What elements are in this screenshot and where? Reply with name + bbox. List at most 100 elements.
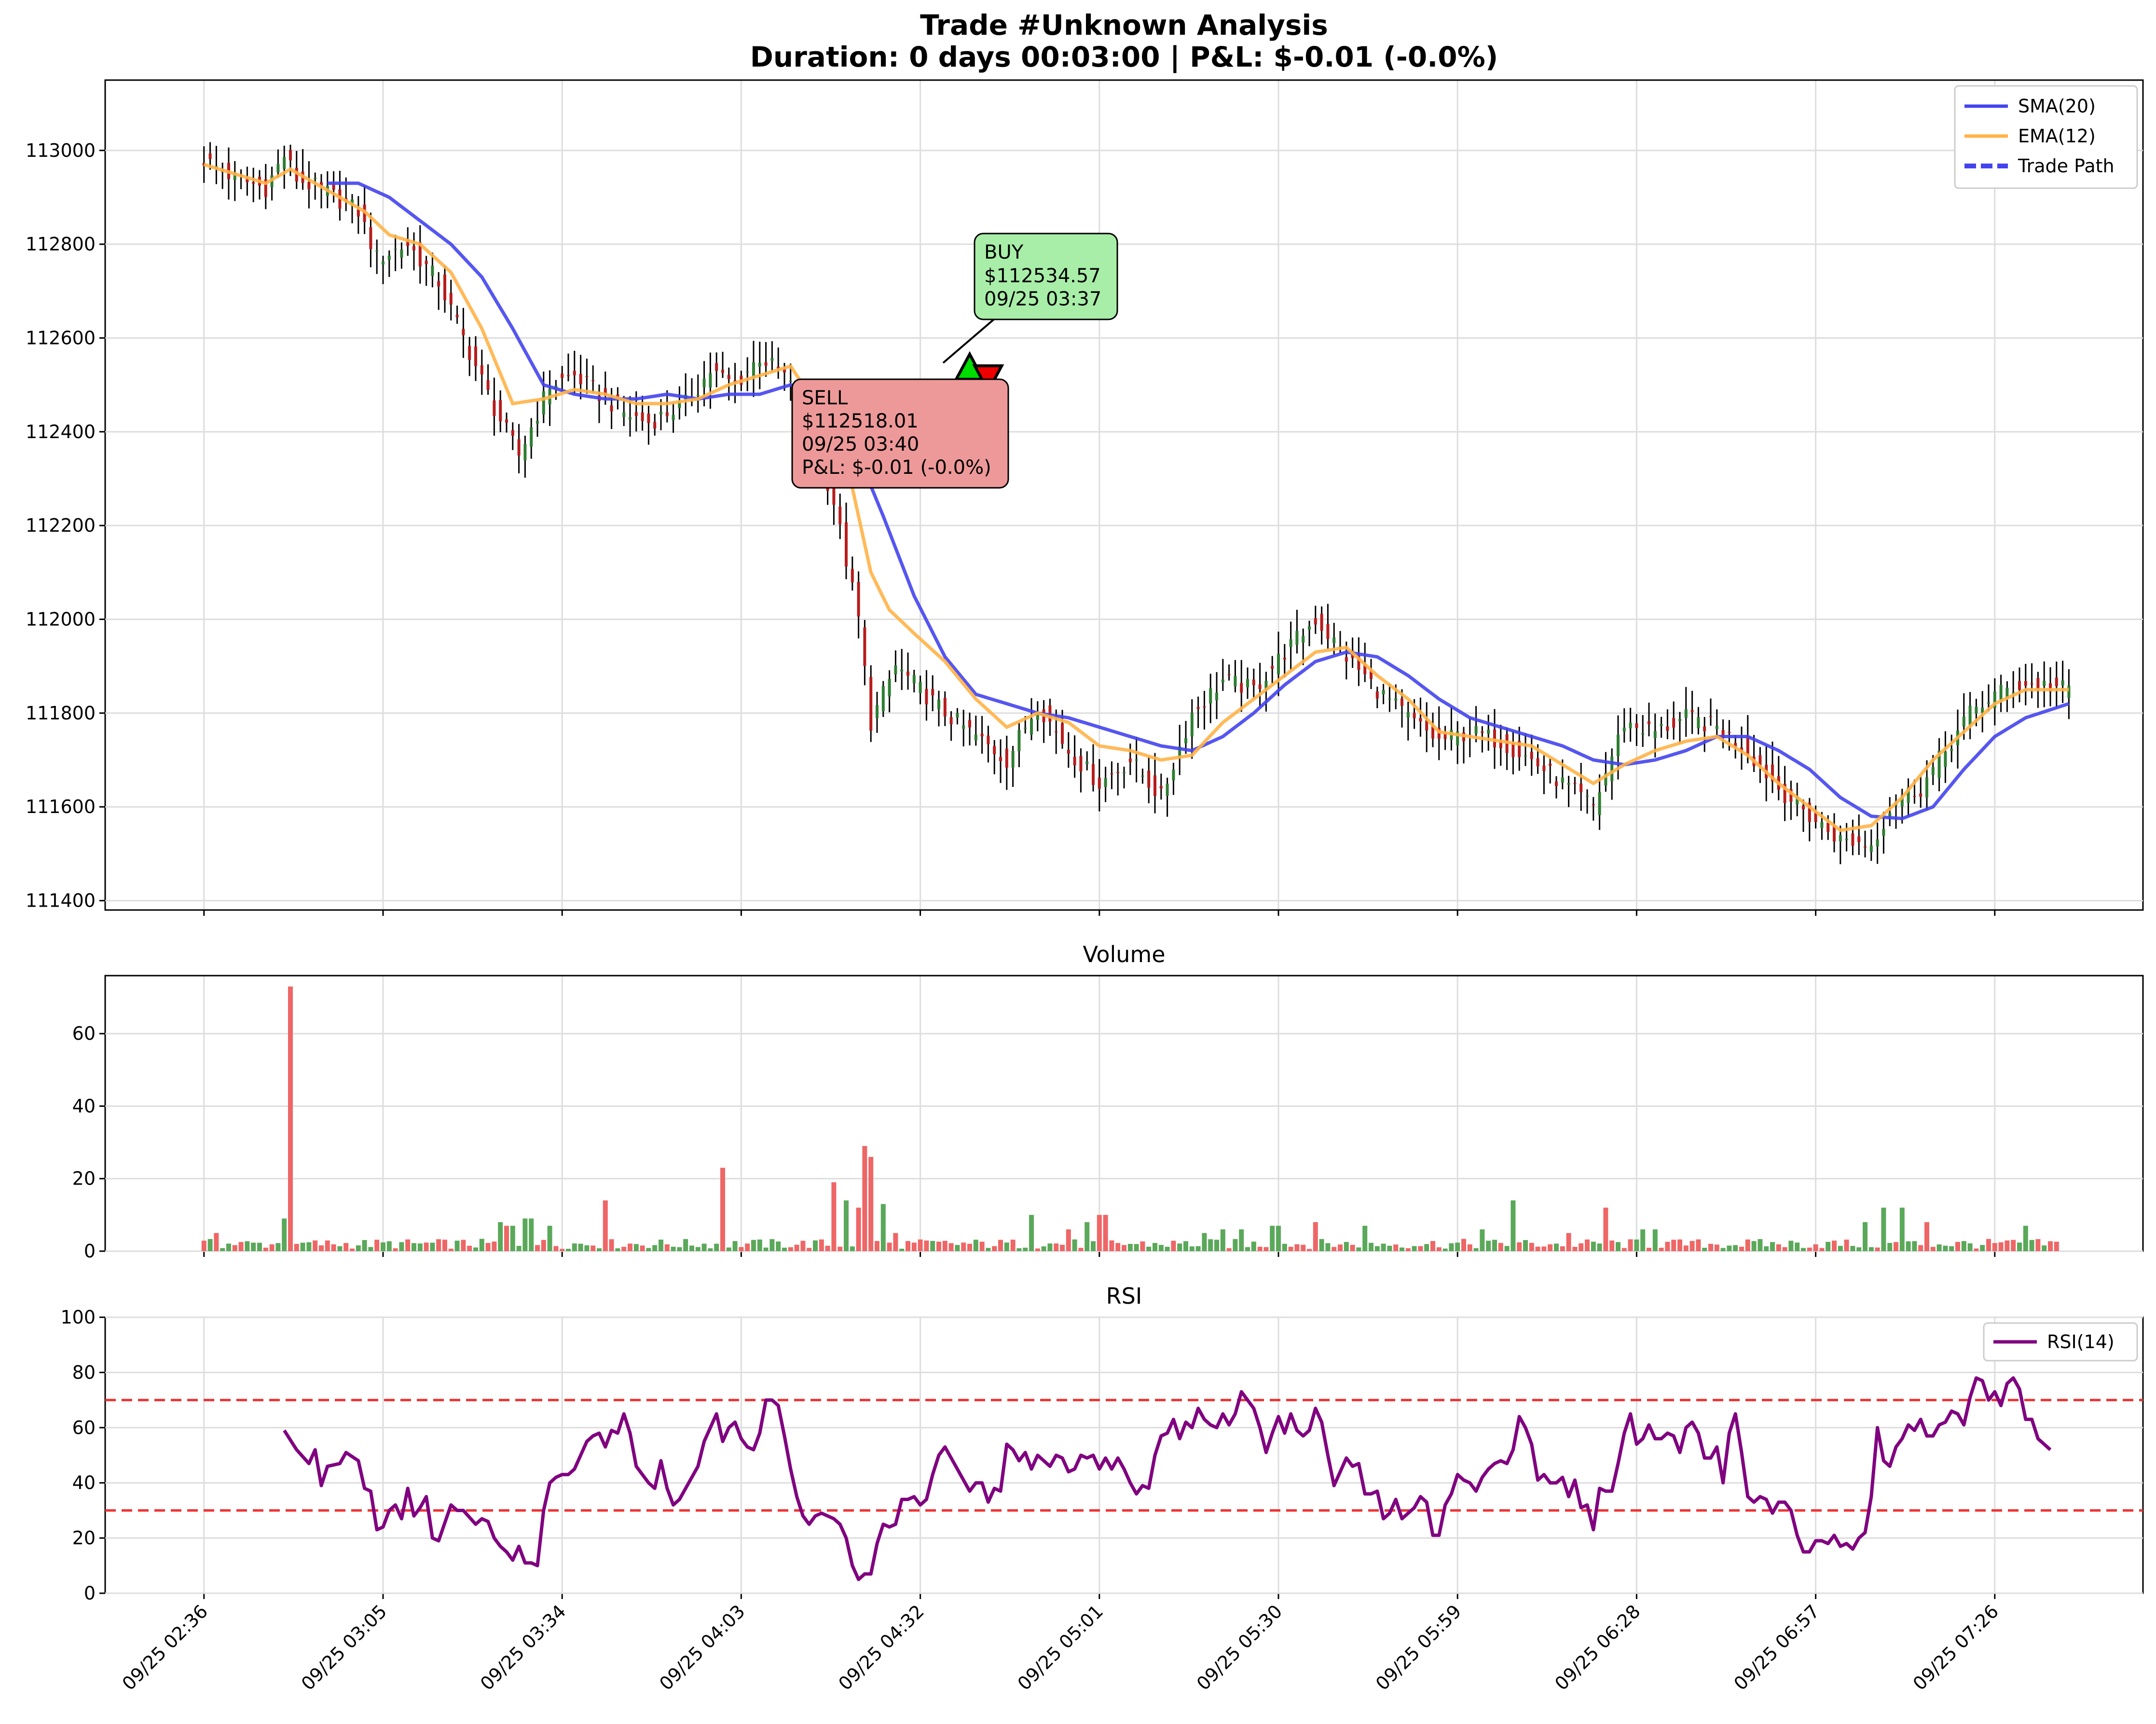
volume-bar	[1548, 1244, 1553, 1251]
volume-bar	[942, 1241, 948, 1251]
volume-bar	[1226, 1248, 1232, 1251]
candle-body	[1536, 758, 1539, 767]
candle-body	[789, 381, 792, 382]
sell-label: SELL	[802, 387, 848, 409]
volume-bar	[2054, 1241, 2059, 1251]
volume-frame	[104, 975, 2144, 1252]
candle-body	[455, 315, 459, 317]
candle-body	[2018, 681, 2021, 690]
volume-bar	[819, 1239, 824, 1251]
volume-bar	[1924, 1222, 1929, 1251]
volume-bar	[381, 1242, 385, 1251]
volume-bar	[553, 1246, 559, 1251]
volume-bar	[714, 1243, 719, 1251]
volume-bar	[350, 1248, 355, 1251]
volume-bar	[961, 1242, 966, 1251]
candle-body	[1326, 624, 1330, 639]
volume-bar	[1276, 1226, 1281, 1251]
x-tick-label: 09/25 04:03	[655, 1600, 749, 1695]
buy-label: BUY	[984, 241, 1024, 263]
candle-body	[1907, 787, 1910, 803]
volume-bar	[1714, 1244, 1719, 1251]
volume-bar	[1153, 1243, 1157, 1251]
candle-body	[1913, 796, 1916, 797]
candle-body	[869, 677, 873, 731]
volume-bar	[856, 1207, 861, 1251]
volume-bar	[584, 1245, 590, 1251]
candle-body	[1264, 680, 1268, 690]
candle-body	[764, 362, 768, 366]
candle-body	[1147, 771, 1151, 788]
volume-bar	[1560, 1246, 1565, 1251]
volume-bar	[689, 1245, 694, 1251]
candle-body	[857, 582, 860, 617]
sell-annotation-box	[791, 378, 1009, 489]
chart-title: Trade #Unknown Analysis	[920, 9, 1328, 41]
volume-panel-title: Volume	[1083, 941, 1165, 967]
ema-line	[203, 163, 2069, 832]
volume-bar	[1801, 1248, 1806, 1251]
candle-body	[499, 400, 502, 422]
volume-bar	[720, 1168, 725, 1251]
volume-bar	[1949, 1246, 1954, 1251]
volume-bar	[1480, 1229, 1485, 1251]
candle-body	[1709, 716, 1712, 717]
volume-bar	[331, 1244, 336, 1251]
candle-body	[1474, 726, 1478, 734]
volume-bar	[893, 1233, 898, 1251]
volume-bar	[1455, 1242, 1460, 1251]
volume-bar	[1091, 1241, 1096, 1251]
volume-bar	[275, 1243, 281, 1251]
candle-body	[1771, 764, 1774, 782]
volume-bar	[1523, 1240, 1528, 1251]
candle-body	[1184, 738, 1187, 744]
volume-bar	[1325, 1243, 1331, 1251]
volume-bar	[1047, 1243, 1053, 1251]
x-tick-label: 09/25 04:32	[834, 1600, 928, 1695]
price-ytick-label: 112200	[26, 515, 96, 536]
volume-bar	[1504, 1246, 1510, 1251]
candle-body	[851, 568, 854, 582]
candle-body	[1950, 749, 1953, 751]
candle-body	[715, 363, 718, 371]
volume-bar	[1004, 1242, 1009, 1251]
volume-bar	[2017, 1242, 2022, 1251]
volume-bar	[683, 1239, 688, 1251]
candle-body	[1869, 845, 1873, 852]
volume-bar	[1764, 1246, 1769, 1251]
candle-body	[888, 678, 891, 697]
candle-body	[610, 405, 613, 412]
volume-bar	[936, 1241, 941, 1251]
volume-bar	[294, 1243, 299, 1251]
candle-body	[1073, 757, 1076, 766]
volume-bar	[1233, 1239, 1238, 1251]
volume-bar	[1251, 1241, 1256, 1251]
candle-body	[770, 358, 774, 361]
candle-body	[1370, 671, 1373, 679]
volume-bar	[2042, 1245, 2047, 1251]
price-panel: 113000 112800 112600 112400 112200 112000 1118…	[26, 79, 2144, 916]
volume-bar	[979, 1241, 985, 1251]
volume-bar	[430, 1242, 435, 1251]
volume-bar	[1930, 1247, 1936, 1251]
candle-body	[629, 417, 632, 420]
volume-bar	[1967, 1243, 1973, 1251]
candle-body	[925, 689, 928, 704]
volume-bar	[207, 1239, 213, 1251]
rsi-line	[283, 1376, 2052, 1581]
candle-body	[1431, 726, 1434, 739]
volume-bar	[1652, 1229, 1658, 1251]
sell-price: $112518.01	[802, 410, 919, 432]
volume-bar	[1134, 1244, 1139, 1251]
candle-body	[1758, 755, 1762, 766]
candle-body	[622, 412, 626, 417]
volume-bar	[269, 1244, 275, 1251]
volume-bar	[992, 1246, 997, 1251]
candle-body	[382, 261, 385, 265]
x-tick-label: 09/25 05:59	[1372, 1600, 1466, 1695]
volume-bar	[652, 1245, 658, 1251]
candle-body	[1561, 777, 1564, 783]
volume-bar	[986, 1248, 991, 1251]
candle-body	[1382, 690, 1385, 694]
volume-bar	[1103, 1214, 1108, 1251]
